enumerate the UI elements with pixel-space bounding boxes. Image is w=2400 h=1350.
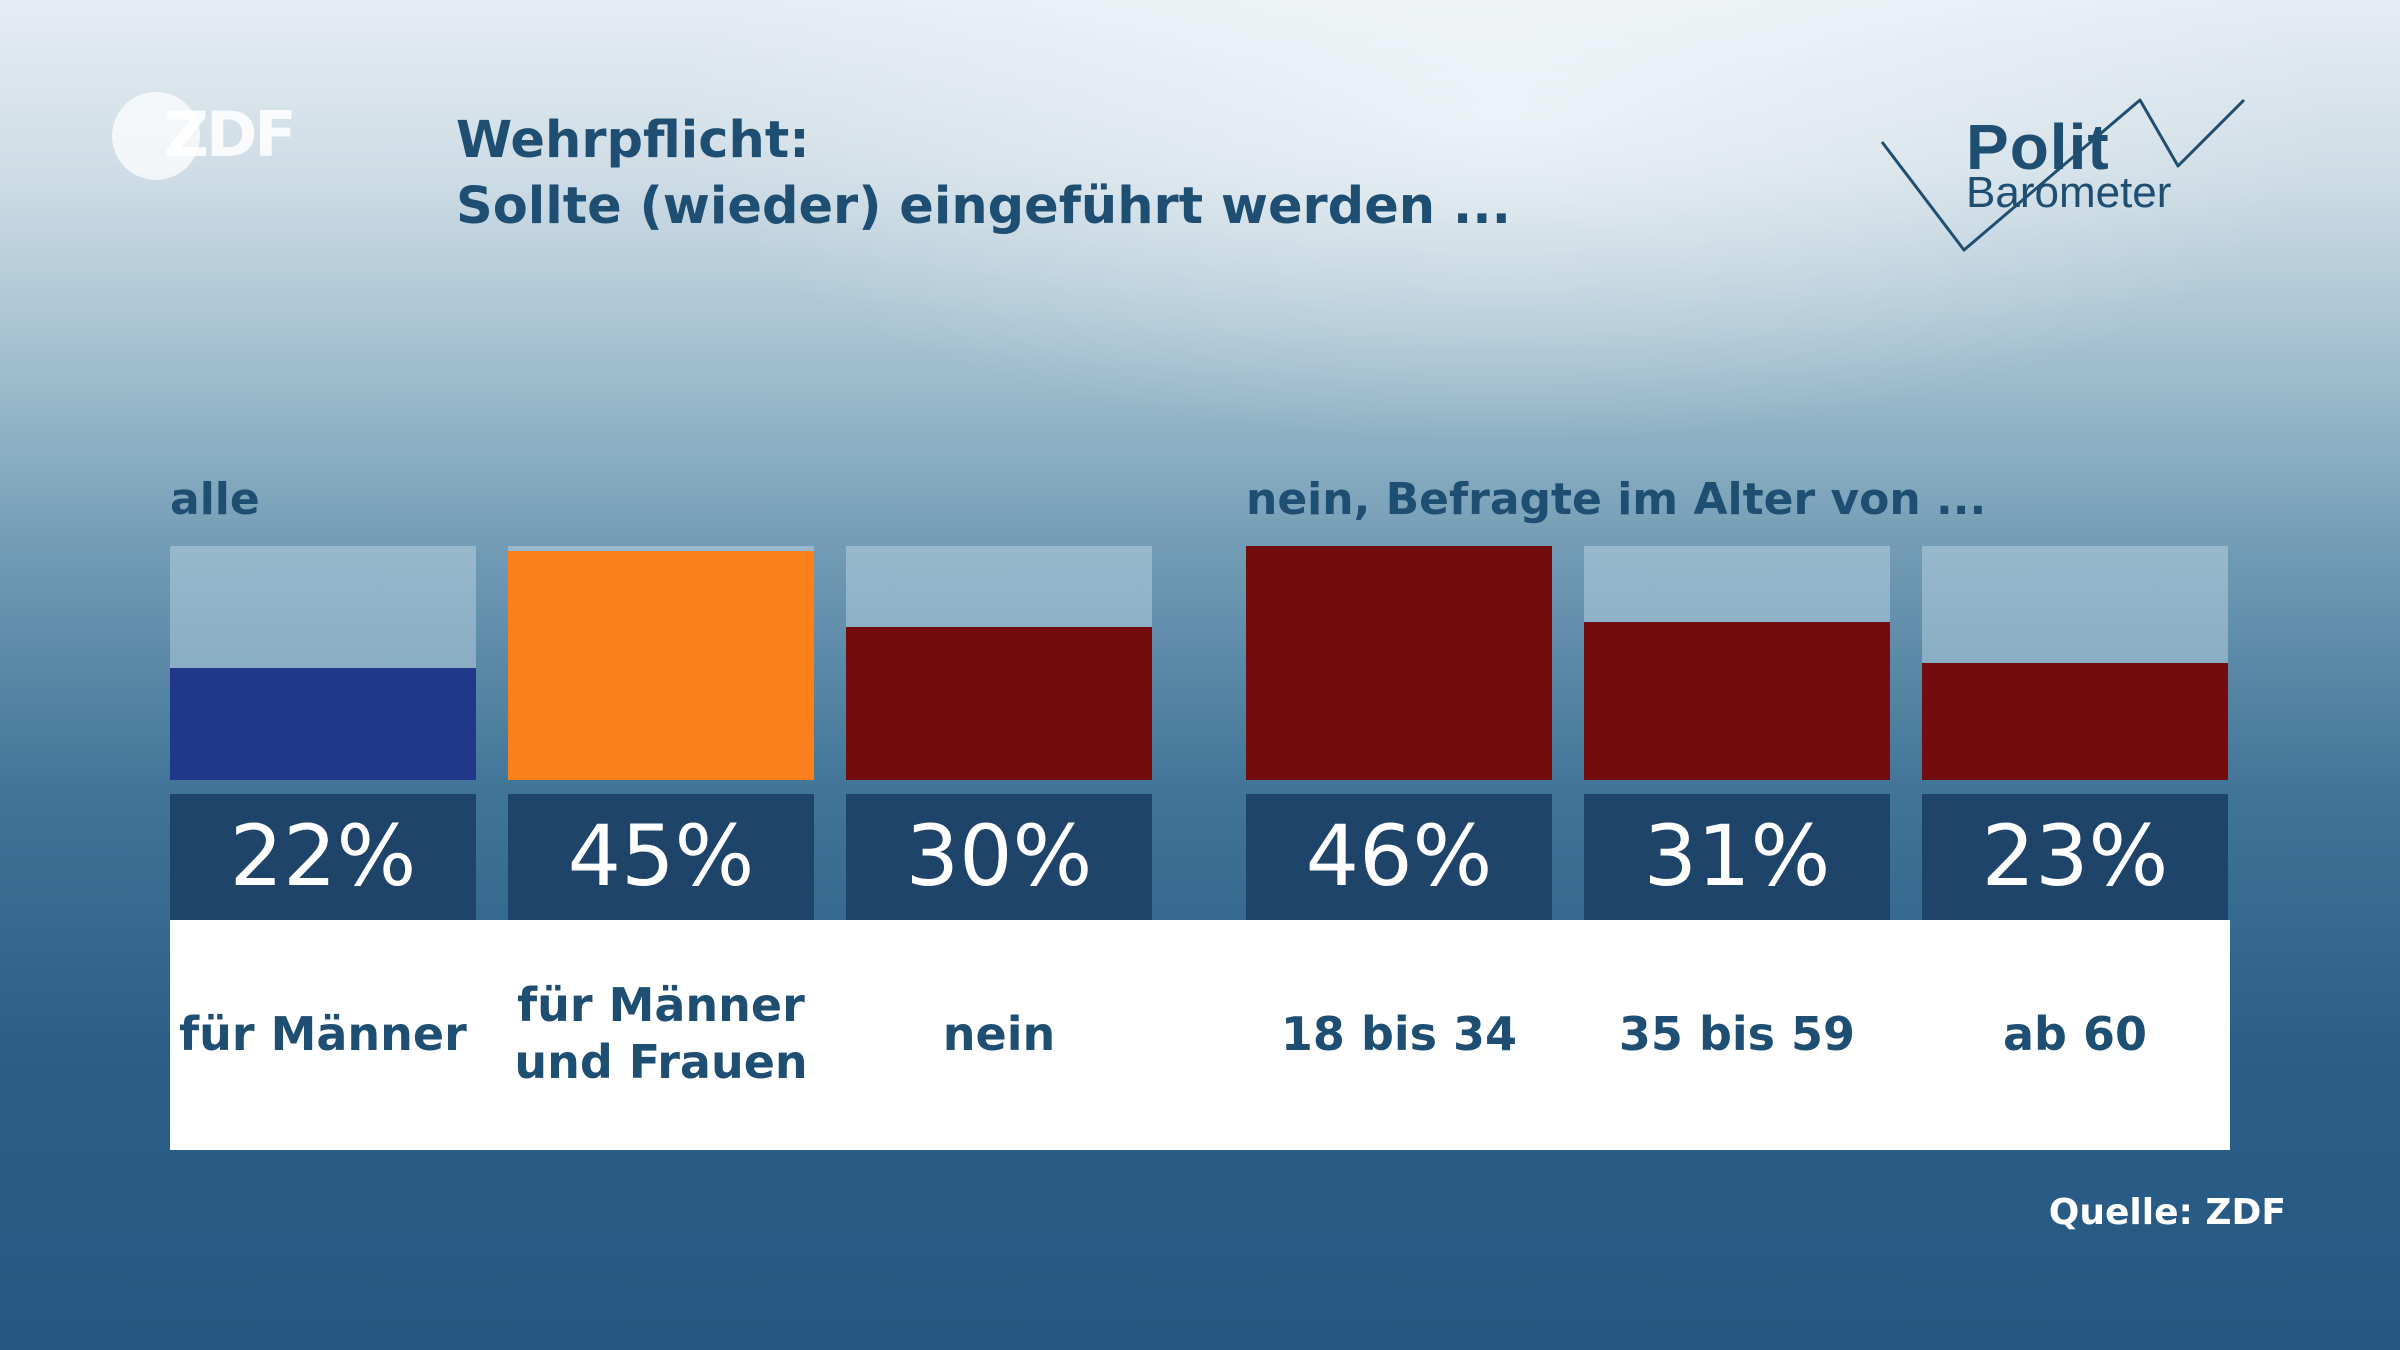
category-label-ab-60: ab 60	[2003, 1006, 2147, 1061]
value-label-f-r-m-nner-und-frauen: 45%	[508, 794, 814, 920]
chart-title-line2: Sollte (wieder) eingeführt werden ...	[456, 177, 1511, 236]
value-label-18-bis-34: 46%	[1246, 794, 1552, 920]
bar-f-r-m-nner-und-frauen	[508, 551, 814, 780]
category-label-f-r-m-nner: für Männer	[179, 1006, 467, 1061]
value-label-f-r-m-nner: 22%	[170, 794, 476, 920]
politbarometer-logo: Polit Barometer	[1878, 96, 2248, 256]
politbarometer-word2: Barometer	[1966, 168, 2172, 217]
category-panel	[170, 920, 2230, 1150]
category-label-f-r-m-nner-und-frauen: für Männer und Frauen	[514, 978, 808, 1089]
value-label-nein: 30%	[846, 794, 1152, 920]
bar-35-bis-59	[1584, 622, 1890, 780]
bar-f-r-m-nner	[170, 668, 476, 780]
bar-nein	[846, 627, 1152, 780]
value-label-35-bis-59: 31%	[1584, 794, 1890, 920]
politbarometer-word1: Polit	[1966, 111, 2110, 183]
group-label-all: alle	[170, 474, 260, 525]
category-label-35-bis-59: 35 bis 59	[1618, 1006, 1856, 1061]
zdf-logo-text: ZDF	[164, 98, 297, 171]
politbarometer-line-icon	[1880, 98, 2246, 252]
category-label-18-bis-34: 18 bis 34	[1280, 1006, 1518, 1061]
source-note: Quelle: ZDF	[2048, 1192, 2286, 1233]
chart-title-line1: Wehrpflicht:	[456, 111, 810, 170]
chart-title: Wehrpflicht: Sollte (wieder) eingeführt …	[456, 108, 1511, 240]
bar-18-bis-34	[1246, 546, 1552, 780]
zdf-logo: ZDF	[112, 88, 312, 184]
value-label-ab-60: 23%	[1922, 794, 2228, 920]
category-label-nein: nein	[942, 1006, 1056, 1061]
zdf-logo-disc	[112, 92, 200, 180]
bar-ab-60	[1922, 663, 2228, 780]
group-label-age: nein, Befragte im Alter von ...	[1246, 474, 1987, 525]
